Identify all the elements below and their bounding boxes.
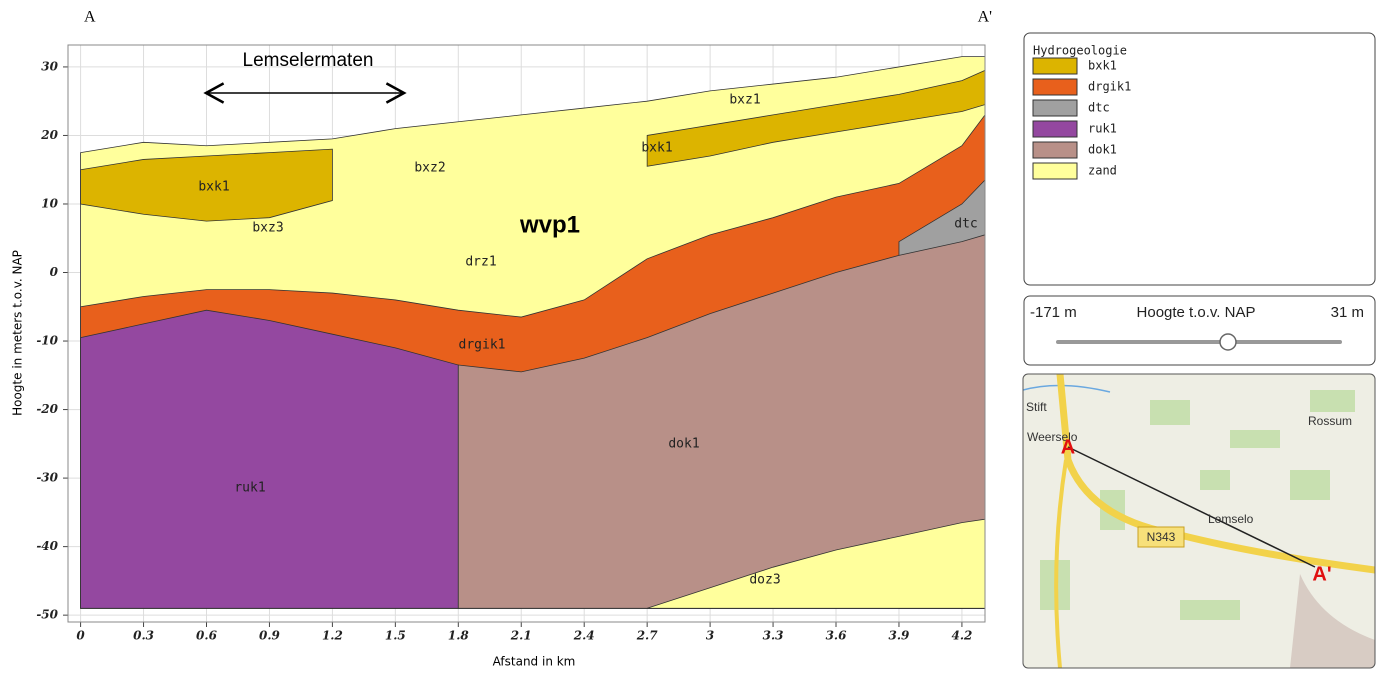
y-tick-label: 0 — [50, 265, 59, 279]
layer-label: bxk1 — [641, 141, 672, 156]
x-tick-label: 0 — [76, 629, 85, 643]
x-tick-label: 3.6 — [826, 629, 848, 643]
y-axis-title: Hoogte in meters t.o.v. NAP — [11, 250, 25, 416]
y-tick-label: -40 — [36, 539, 58, 553]
page: -50 -40 -30 -20 -10 0 10 20 30 0 0.3 0.6 0.9 1.2 1.5 1.… — [0, 0, 1381, 672]
x-tick-label: 1.8 — [448, 629, 470, 643]
section-end: A' — [978, 9, 993, 26]
legend-swatch — [1033, 100, 1077, 116]
x-tick-label: 4.2 — [951, 629, 972, 643]
layer-label: bxk1 — [198, 180, 229, 195]
x-tick-label: 2.1 — [510, 629, 532, 643]
x-tick-label: 3 — [706, 629, 714, 643]
legend-swatch — [1033, 79, 1077, 95]
layer-label: drz1 — [465, 255, 496, 270]
slider-title: Hoogte t.o.v. NAP — [1137, 304, 1256, 321]
legend-label: drgik1 — [1088, 80, 1131, 94]
x-tick-label: 2.7 — [636, 629, 659, 643]
layer-label: wvp1 — [519, 211, 580, 238]
layer-label: bxz2 — [414, 161, 445, 176]
layer-label: bxz1 — [729, 93, 760, 108]
legend-label: ruk1 — [1088, 122, 1117, 136]
layer-label: doz3 — [749, 573, 780, 588]
section-start: A — [84, 9, 96, 26]
x-axis-title: Afstand in km — [493, 655, 576, 669]
layer — [81, 310, 459, 608]
x-tick-label: 0.9 — [259, 629, 281, 643]
y-tick-label: -30 — [36, 471, 58, 485]
x-tick-label: 1.5 — [385, 629, 406, 643]
plot-area: -50 -40 -30 -20 -10 0 10 20 30 0 0.3 0.6 0.9 1.2 1.5 1.… — [36, 45, 985, 643]
legend-swatch — [1033, 163, 1077, 179]
y-tick-label: 10 — [41, 196, 58, 210]
map-road: N343 — [1147, 530, 1176, 544]
x-tick-label: 3.3 — [763, 629, 784, 643]
y-tick-label: -10 — [36, 334, 58, 348]
layer-label: ruk1 — [234, 481, 265, 496]
legend-swatch — [1033, 121, 1077, 137]
legend-label: dok1 — [1088, 143, 1117, 157]
x-tick-label: 3.9 — [889, 629, 911, 643]
legend-label: zand — [1088, 164, 1117, 178]
legend-swatch — [1033, 142, 1077, 158]
annotation: Lemselermaten — [243, 50, 374, 71]
layer-label: dtc — [954, 217, 977, 232]
x-tick-label: 0.3 — [133, 629, 154, 643]
legend-swatch — [1033, 58, 1077, 74]
slider-knob[interactable] — [1220, 334, 1236, 350]
map-place: Rossum — [1308, 414, 1352, 428]
legend-label: dtc — [1088, 101, 1110, 115]
y-tick-label: -50 — [36, 608, 58, 622]
map-place: Stift — [1026, 400, 1047, 414]
y-tick-label: 30 — [41, 59, 58, 73]
legend-label: bxk1 — [1088, 59, 1117, 73]
x-tick-label: 1.2 — [322, 629, 343, 643]
map-place: Lemselo — [1208, 512, 1254, 526]
y-tick-label: 20 — [40, 128, 58, 142]
x-tick-label: 2.4 — [573, 629, 595, 643]
layer-label: dok1 — [668, 437, 699, 452]
slider-max: 31 m — [1331, 304, 1364, 321]
layer-label: drgik1 — [459, 338, 506, 353]
layer-label: bxz3 — [252, 221, 283, 236]
map-start: A — [1061, 436, 1075, 458]
slider-min: -171 m — [1030, 304, 1077, 321]
y-tick-label: -20 — [36, 402, 58, 416]
map-end: A' — [1312, 563, 1331, 585]
x-tick-label: 0.6 — [196, 629, 218, 643]
legend-title: Hydrogeologie — [1033, 44, 1127, 58]
